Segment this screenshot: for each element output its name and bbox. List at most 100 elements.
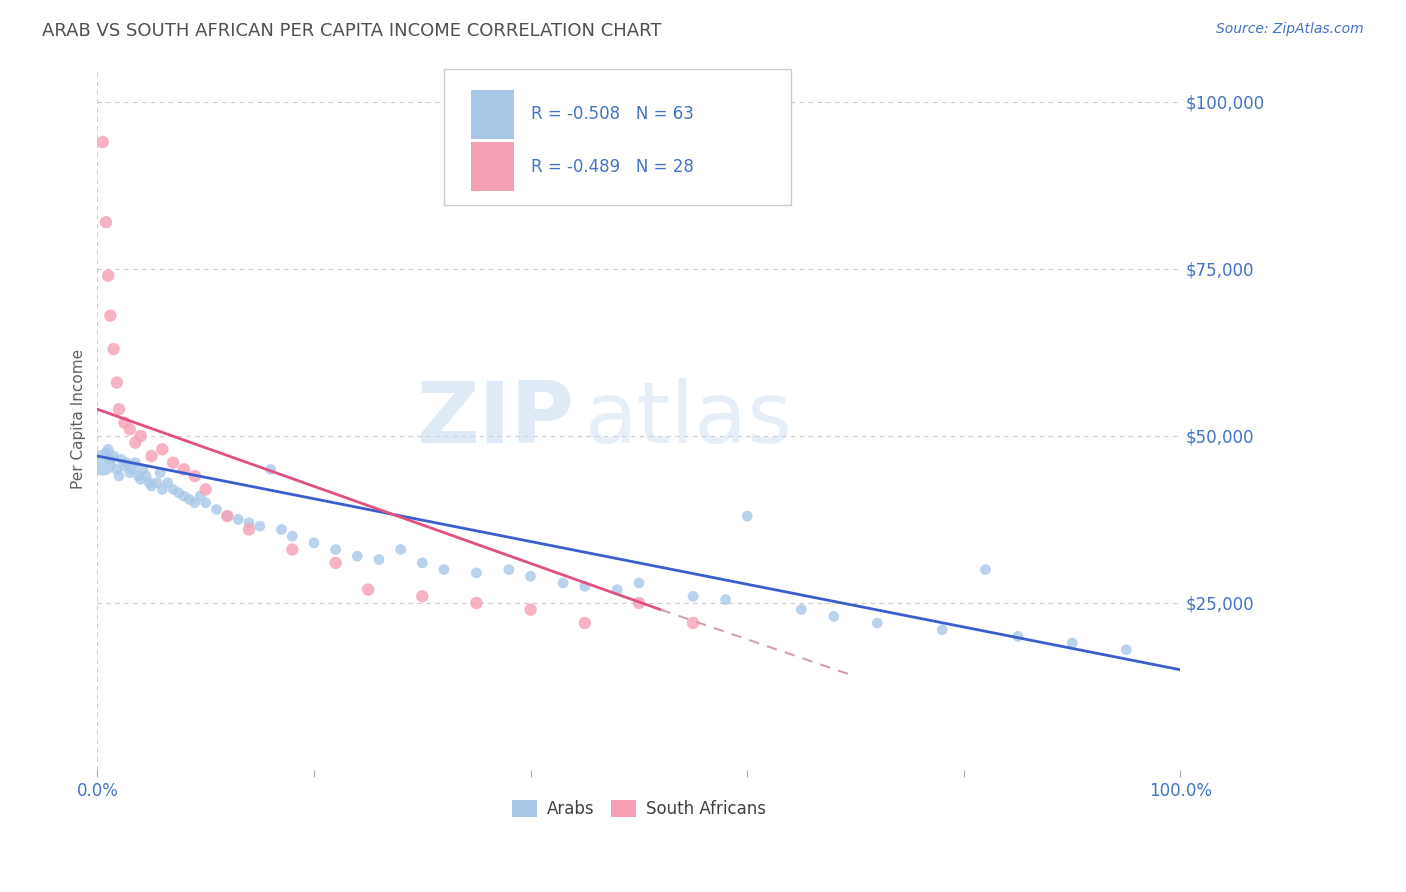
FancyBboxPatch shape bbox=[471, 89, 515, 138]
Point bbox=[226, 512, 249, 526]
Point bbox=[281, 542, 304, 557]
Point bbox=[121, 462, 143, 476]
Point bbox=[150, 442, 173, 457]
Point bbox=[128, 469, 150, 483]
Point bbox=[162, 483, 184, 497]
Point bbox=[1115, 642, 1137, 657]
Point bbox=[124, 435, 146, 450]
Text: R = -0.489   N = 28: R = -0.489 N = 28 bbox=[530, 158, 693, 176]
Point bbox=[184, 469, 207, 483]
Point bbox=[167, 485, 190, 500]
Point bbox=[98, 452, 121, 467]
Point bbox=[465, 596, 488, 610]
Point bbox=[325, 556, 347, 570]
Text: R = -0.508   N = 63: R = -0.508 N = 63 bbox=[530, 105, 693, 123]
Point bbox=[194, 496, 217, 510]
Point bbox=[790, 602, 813, 616]
Point bbox=[238, 523, 260, 537]
Point bbox=[156, 475, 179, 490]
Point bbox=[103, 449, 125, 463]
Point bbox=[302, 536, 325, 550]
Point bbox=[498, 563, 520, 577]
Point bbox=[281, 529, 304, 543]
Point bbox=[103, 342, 125, 356]
Point bbox=[325, 542, 347, 557]
Point bbox=[97, 268, 120, 283]
Point bbox=[551, 576, 574, 591]
Point bbox=[519, 569, 541, 583]
Point bbox=[866, 615, 889, 630]
Point bbox=[149, 466, 172, 480]
Point bbox=[974, 563, 997, 577]
Point bbox=[173, 489, 195, 503]
Point bbox=[173, 462, 195, 476]
Point bbox=[115, 456, 138, 470]
Point bbox=[389, 542, 412, 557]
Point bbox=[238, 516, 260, 530]
Point bbox=[627, 596, 650, 610]
Point bbox=[97, 442, 120, 457]
Point bbox=[112, 458, 135, 473]
Point bbox=[627, 576, 650, 591]
Point bbox=[118, 422, 141, 436]
Point bbox=[184, 496, 207, 510]
Point bbox=[150, 483, 173, 497]
Point bbox=[217, 509, 239, 524]
Point bbox=[465, 566, 488, 580]
Point bbox=[931, 623, 953, 637]
Point bbox=[129, 429, 152, 443]
Point bbox=[433, 563, 456, 577]
Point bbox=[249, 519, 271, 533]
Point bbox=[411, 589, 433, 603]
Text: Source: ZipAtlas.com: Source: ZipAtlas.com bbox=[1216, 22, 1364, 37]
Point bbox=[94, 215, 117, 229]
Legend: Arabs, South Africans: Arabs, South Africans bbox=[505, 793, 773, 825]
Point bbox=[574, 615, 596, 630]
Text: ZIP: ZIP bbox=[416, 377, 574, 461]
Point bbox=[135, 469, 157, 483]
Point bbox=[110, 452, 132, 467]
Point bbox=[129, 472, 152, 486]
Point bbox=[108, 402, 131, 417]
Point bbox=[132, 462, 155, 476]
Point bbox=[1062, 636, 1084, 650]
Point bbox=[823, 609, 845, 624]
Point bbox=[112, 416, 135, 430]
FancyBboxPatch shape bbox=[444, 69, 790, 205]
Point bbox=[98, 309, 121, 323]
FancyBboxPatch shape bbox=[471, 142, 515, 191]
Point bbox=[270, 523, 292, 537]
Point bbox=[146, 475, 169, 490]
Point bbox=[108, 469, 131, 483]
Point bbox=[574, 579, 596, 593]
Text: atlas: atlas bbox=[585, 377, 793, 461]
Point bbox=[519, 602, 541, 616]
Point bbox=[141, 479, 163, 493]
Text: ARAB VS SOUTH AFRICAN PER CAPITA INCOME CORRELATION CHART: ARAB VS SOUTH AFRICAN PER CAPITA INCOME … bbox=[42, 22, 662, 40]
Point bbox=[346, 549, 368, 564]
Point bbox=[1007, 629, 1029, 643]
Point bbox=[179, 492, 201, 507]
Point bbox=[411, 556, 433, 570]
Point bbox=[606, 582, 628, 597]
Point bbox=[141, 449, 163, 463]
Point bbox=[105, 462, 128, 476]
Point bbox=[91, 135, 114, 149]
Point bbox=[259, 462, 281, 476]
Point bbox=[205, 502, 228, 516]
Point bbox=[682, 615, 704, 630]
Point bbox=[162, 456, 184, 470]
Point bbox=[682, 589, 704, 603]
Point bbox=[217, 509, 239, 524]
Point bbox=[714, 592, 737, 607]
Point bbox=[91, 456, 114, 470]
Point bbox=[138, 475, 160, 490]
Point bbox=[124, 456, 146, 470]
Point bbox=[188, 489, 211, 503]
Point bbox=[94, 445, 117, 459]
Point bbox=[368, 552, 391, 566]
Point bbox=[105, 376, 128, 390]
Point bbox=[735, 509, 758, 524]
Point bbox=[118, 466, 141, 480]
Point bbox=[357, 582, 380, 597]
